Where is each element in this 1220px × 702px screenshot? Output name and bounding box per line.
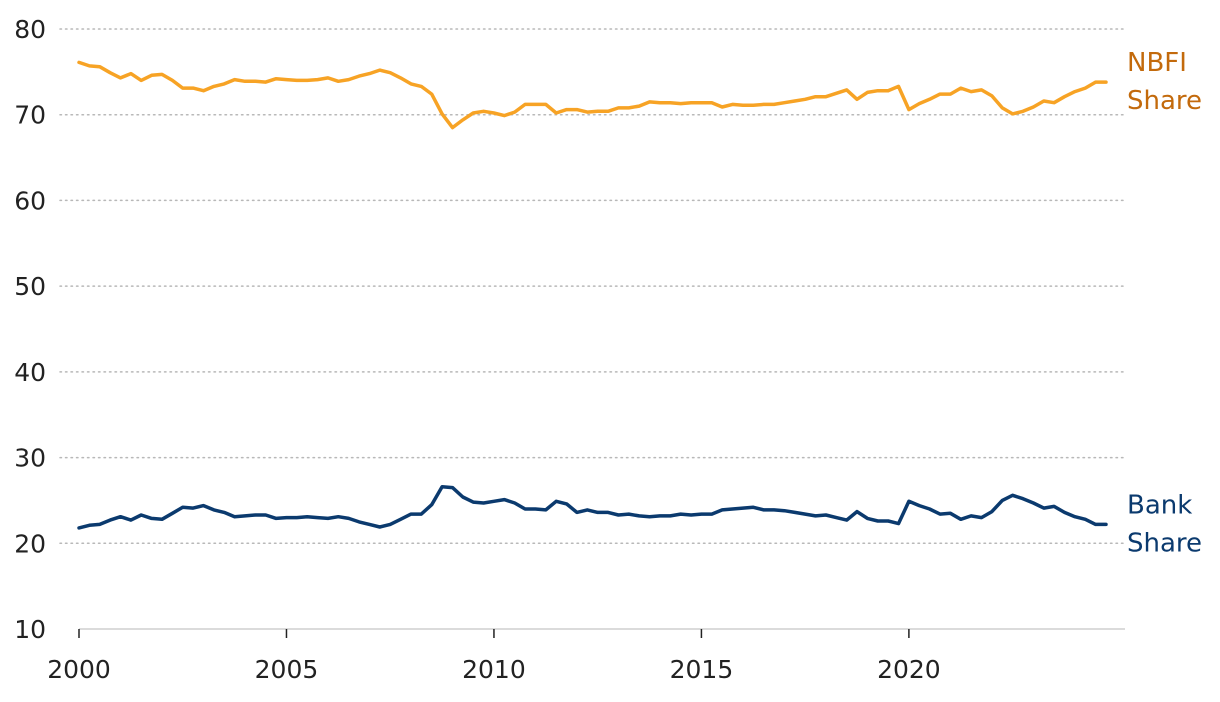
y-tick-label: 80 <box>14 15 46 44</box>
y-tick-label: 50 <box>14 272 46 301</box>
series-labels: NBFI Share Bank Share <box>1127 48 1202 558</box>
x-tick-label: 2020 <box>877 655 941 684</box>
series-lines <box>77 60 1108 530</box>
series-line-0 <box>77 60 1108 130</box>
series-label-0: NBFI Share <box>1127 48 1202 116</box>
x-tick-label: 2015 <box>670 655 734 684</box>
x-tick-label: 2010 <box>462 655 526 684</box>
gridlines <box>59 28 1126 545</box>
series-label-line: Share <box>1127 86 1202 116</box>
y-tick-label: 40 <box>14 358 46 387</box>
series-label-line: Bank <box>1127 490 1192 520</box>
series-label-line: Share <box>1127 528 1202 558</box>
x-tick-label: 2000 <box>47 655 111 684</box>
series-label-1: Bank Share <box>1127 490 1202 558</box>
series-line-1 <box>77 484 1108 530</box>
y-tick-label: 30 <box>14 444 46 473</box>
y-tick-label: 10 <box>14 615 46 644</box>
y-tick-label: 60 <box>14 186 46 215</box>
axes: 10 20 30 40 50 60 70 80 2000 2005 2010 2015 2020 <box>14 15 1125 684</box>
x-tick-label: 2005 <box>255 655 319 684</box>
y-tick-label: 70 <box>14 101 46 130</box>
y-tick-label: 20 <box>14 529 46 558</box>
series-label-line: NBFI <box>1127 48 1187 78</box>
